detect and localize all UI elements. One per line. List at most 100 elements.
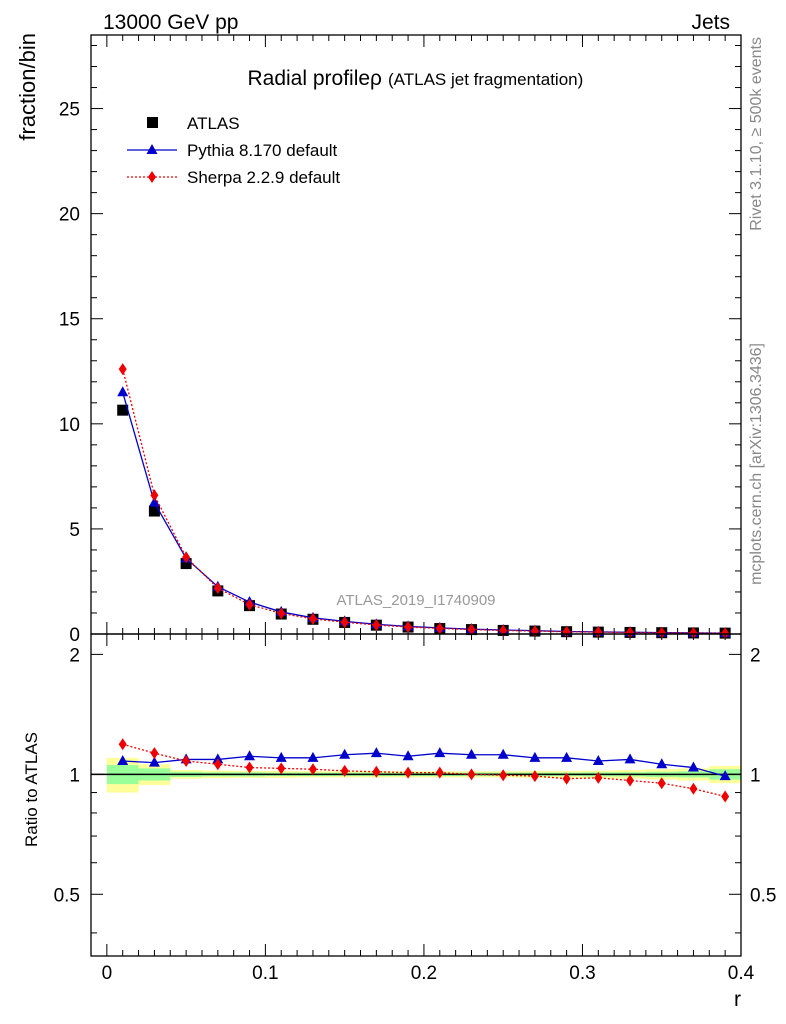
sherpa-ratio-point — [435, 766, 444, 779]
pythia-ratio-point — [370, 747, 382, 758]
main-panel: 0 5 10 15 20 25 — [59, 35, 742, 646]
sherpa-ratio-point — [372, 765, 381, 778]
ratio-y-tick-label-right: 2 — [750, 645, 761, 666]
atlas-point — [148, 505, 160, 517]
x-tick-label: 0 — [102, 963, 113, 984]
sherpa-ratio-point — [308, 763, 317, 776]
y-tick-label: 15 — [59, 310, 80, 331]
y-tick-label: 5 — [69, 520, 80, 541]
sherpa-ratio-point — [499, 769, 508, 782]
mcplots-label: mcplots.cern.ch [arXiv:1306.3436] — [748, 343, 765, 585]
sherpa-ratio-point — [245, 761, 254, 774]
chart-subtitle: (ATLAS jet fragmentation) — [388, 70, 583, 89]
legend-pythia-marker — [146, 144, 158, 154]
sherpa-ratio-point — [594, 771, 603, 784]
ratio-y-tick-label-right: 0.5 — [750, 885, 776, 906]
y-tick-label: 10 — [59, 415, 80, 436]
sherpa-ratio-point — [657, 777, 666, 790]
pythia-ratio-point — [307, 751, 319, 762]
pythia-ratio-point — [244, 750, 256, 761]
atlas-point — [180, 558, 192, 570]
sherpa-point — [245, 598, 254, 611]
atlas-point — [117, 404, 129, 416]
sherpa-point — [182, 551, 191, 564]
sherpa-point — [372, 618, 381, 631]
sherpa-ratio-point — [721, 790, 730, 803]
sherpa-point — [467, 623, 476, 636]
legend-sherpa-marker — [148, 171, 156, 183]
x-tick-label: 0.1 — [252, 963, 278, 984]
sherpa-point — [435, 622, 444, 635]
pythia-ratio-point — [687, 761, 699, 772]
sherpa-point — [626, 626, 635, 639]
sherpa-point — [657, 626, 666, 639]
ratio-y-tick-label: 0.5 — [54, 885, 80, 906]
sherpa-ratio-point — [562, 772, 571, 785]
y-axis-label: fraction/bin — [15, 33, 40, 141]
pythia-ratio-point — [592, 755, 604, 766]
analysis-label: ATLAS_2019_I1740909 — [336, 592, 495, 609]
y-tick-label: 20 — [59, 205, 80, 226]
sherpa-ratio-point — [182, 755, 191, 768]
sherpa-point — [689, 627, 698, 640]
y-tick-label: 0 — [69, 625, 80, 646]
sherpa-ratio-point — [530, 770, 539, 783]
ratio-frame — [90, 633, 742, 957]
ratio-y-tick-label: 1 — [69, 765, 80, 786]
pythia-ratio-point — [465, 748, 477, 759]
sherpa-ratio-point — [340, 764, 349, 777]
sherpa-point — [562, 625, 571, 638]
sherpa-ratio-point — [689, 782, 698, 795]
sherpa-point — [404, 620, 413, 633]
pythia-ratio-point — [275, 751, 287, 762]
sherpa-point — [308, 612, 317, 625]
pythia-ratio-point — [656, 758, 668, 769]
pythia-ratio-point — [529, 751, 541, 762]
x-tick-label: 0.2 — [411, 963, 437, 984]
sherpa-line — [122, 369, 726, 634]
pythia-ratio-point — [148, 756, 160, 767]
pythia-ratio-point — [624, 753, 636, 764]
x-axis-label: r — [734, 988, 741, 1011]
y-tick-label: 25 — [59, 100, 80, 121]
pythia-ratio-point — [497, 748, 509, 759]
sherpa-point — [277, 607, 286, 620]
legend-sherpa-label: Sherpa 2.2.9 default — [187, 168, 340, 187]
x-tick-label: 0.3 — [569, 963, 595, 984]
energy-label: 13000 GeV pp — [103, 11, 238, 34]
pythia-ratio-point — [719, 770, 731, 781]
pythia-ratio-line — [122, 752, 726, 777]
pythia-ratio-point — [117, 755, 129, 766]
sherpa-ratio-point — [404, 766, 413, 779]
pythia-point — [148, 496, 160, 507]
sherpa-point — [340, 616, 349, 629]
sherpa-ratio-point — [467, 768, 476, 781]
sherpa-point — [594, 626, 603, 639]
sherpa-point — [721, 627, 730, 640]
sherpa-point — [150, 489, 159, 502]
legend: ATLAS Pythia 8.170 default Sherpa 2.2.9 … — [127, 114, 340, 187]
pythia-ratio-point — [339, 748, 351, 759]
legend-pythia-label: Pythia 8.170 default — [187, 141, 338, 160]
sherpa-ratio-point — [118, 738, 127, 751]
sherpa-ratio-line — [122, 743, 726, 798]
sherpa-ratio-point — [150, 747, 159, 760]
process-label: Jets — [691, 11, 730, 34]
pythia-ratio-point — [402, 750, 414, 761]
chart-title: Radial profileρ — [247, 67, 382, 90]
legend-atlas-label: ATLAS — [187, 114, 240, 133]
pythia-ratio-point — [561, 751, 573, 762]
sherpa-point — [213, 582, 222, 595]
x-tick-label: 0.4 — [728, 963, 755, 984]
ratio-y-tick-label: 2 — [69, 645, 80, 666]
pythia-point — [117, 386, 129, 397]
pythia-ratio-point — [434, 747, 446, 758]
sherpa-ratio-point — [626, 774, 635, 787]
rivet-version-label: Rivet 3.1.10, ≥ 500k events — [748, 37, 765, 231]
legend-atlas-marker — [147, 117, 158, 128]
sherpa-ratio-point — [277, 762, 286, 775]
sherpa-ratio-point — [213, 758, 222, 771]
ratio-panel: 0 0.1 0.2 0.3 0.4 0.5 0.5 1 1 2 2 — [54, 634, 776, 984]
ratio-y-tick-label-right: 1 — [750, 765, 761, 786]
